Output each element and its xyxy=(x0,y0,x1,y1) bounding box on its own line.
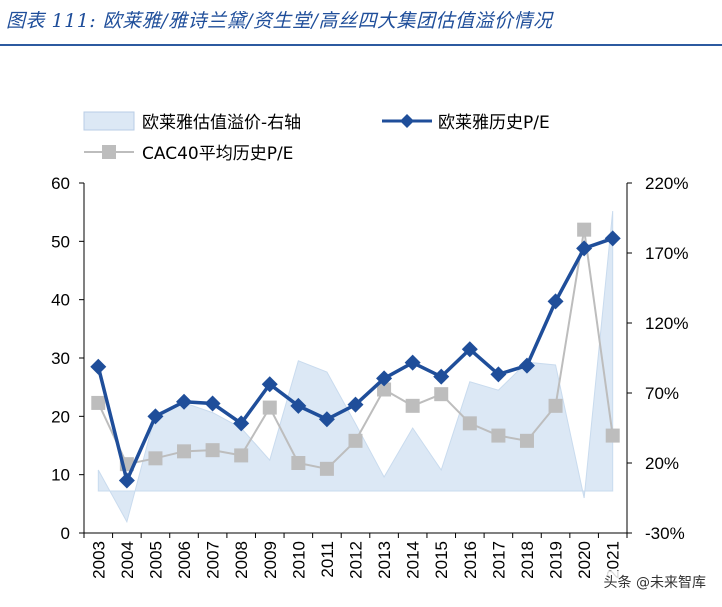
loreal-point xyxy=(290,397,307,414)
left-tick-label: 30 xyxy=(51,349,70,368)
right-tick-label: 20% xyxy=(645,454,679,473)
loreal-point xyxy=(90,358,107,375)
cac40-point xyxy=(577,222,592,237)
cac40-point xyxy=(262,400,277,415)
loreal-point xyxy=(347,396,364,413)
x-tick-label: 2014 xyxy=(404,541,423,579)
x-tick-label: 2009 xyxy=(261,541,280,579)
cac40-point xyxy=(377,382,392,397)
cac40-point xyxy=(434,387,449,402)
cac40-point xyxy=(348,433,363,448)
cac40-point xyxy=(548,398,563,413)
x-tick-label: 2012 xyxy=(347,541,366,579)
legend-swatch-cac40-marker xyxy=(102,145,116,159)
right-tick-label: 70% xyxy=(645,384,679,403)
loreal-point xyxy=(433,368,450,385)
x-tick-label: 2020 xyxy=(575,541,594,579)
cac40-point xyxy=(605,428,620,443)
x-tick-label: 2006 xyxy=(175,541,194,579)
area-layer xyxy=(97,210,614,524)
figure-title: 图表 111: 欧莱雅/雅诗兰黛/资生堂/高丝四大集团估值溢价情况 xyxy=(6,10,553,32)
loreal-point xyxy=(490,366,507,383)
legend-label-cac40: CAC40平均历史P/E xyxy=(142,144,293,164)
x-tick-label: 2003 xyxy=(89,541,108,579)
loreal-point xyxy=(176,393,193,410)
left-tick-label: 20 xyxy=(51,407,70,426)
loreal-point xyxy=(604,230,621,247)
x-tick-label: 2017 xyxy=(489,541,508,579)
area-series-premium xyxy=(97,210,614,524)
legend-label-loreal: 欧莱雅历史P/E xyxy=(438,113,550,133)
loreal-point xyxy=(518,357,535,374)
left-tick-label: 0 xyxy=(61,524,70,543)
x-tick-label: 2005 xyxy=(146,541,165,579)
x-tick-label: 2018 xyxy=(518,541,537,579)
loreal-point xyxy=(376,370,393,387)
x-tick-label: 2011 xyxy=(318,541,337,578)
loreal-point xyxy=(404,354,421,371)
cac40-point xyxy=(177,444,192,459)
cac40-point xyxy=(405,398,420,413)
x-tick-label: 2016 xyxy=(461,541,480,579)
lines-layer xyxy=(90,222,621,489)
loreal-point xyxy=(318,411,335,428)
loreal-point xyxy=(261,376,278,393)
x-tick-label: 2007 xyxy=(204,541,223,579)
cac40-point xyxy=(319,461,334,476)
loreal-point xyxy=(204,395,221,412)
cac40-point xyxy=(205,443,220,458)
axes-layer: 0 10 20 30 40 50 60 -30% 20% 70% 120% 170% 220% 2003 2… xyxy=(51,174,688,579)
x-tick-label: 2008 xyxy=(232,541,251,579)
legend-swatch-area xyxy=(83,111,135,131)
legend-swatch-loreal-marker xyxy=(400,114,414,128)
loreal-point xyxy=(547,293,564,310)
cac40-point xyxy=(519,433,534,448)
cac40-point xyxy=(462,416,477,431)
left-tick-label: 10 xyxy=(51,466,70,485)
left-tick-label: 50 xyxy=(51,232,70,251)
right-tick-label: -30% xyxy=(645,524,685,543)
left-tick-label: 40 xyxy=(51,291,70,310)
x-tick-label: 2021 xyxy=(604,541,623,579)
loreal-point xyxy=(147,408,164,425)
watermark: 头条 @未来智库 xyxy=(599,571,710,593)
cac40-point xyxy=(91,395,106,410)
title-rule xyxy=(0,44,722,46)
x-tick-label: 2004 xyxy=(118,541,137,579)
right-tick-label: 120% xyxy=(645,314,688,333)
cac40-point xyxy=(234,448,249,463)
x-tick-label: 2019 xyxy=(547,541,566,579)
loreal-point xyxy=(461,341,478,358)
x-tick-label: 2015 xyxy=(432,541,451,579)
right-tick-label: 170% xyxy=(645,244,688,263)
loreal-point xyxy=(233,415,250,432)
left-tick-label: 60 xyxy=(51,174,70,193)
cac40-point xyxy=(491,428,506,443)
x-tick-label: 2013 xyxy=(375,541,394,579)
cac40-point xyxy=(291,456,306,470)
loreal-point xyxy=(118,472,135,489)
cac40-point xyxy=(148,451,163,466)
legend-label-area: 欧莱雅估值溢价-右轴 xyxy=(142,113,301,133)
x-tick-label: 2010 xyxy=(289,541,308,579)
right-tick-label: 220% xyxy=(645,174,688,193)
loreal-point xyxy=(576,240,593,257)
legend: 欧莱雅估值溢价-右轴 欧莱雅历史P/E CAC40平均历史P/E xyxy=(83,111,550,164)
